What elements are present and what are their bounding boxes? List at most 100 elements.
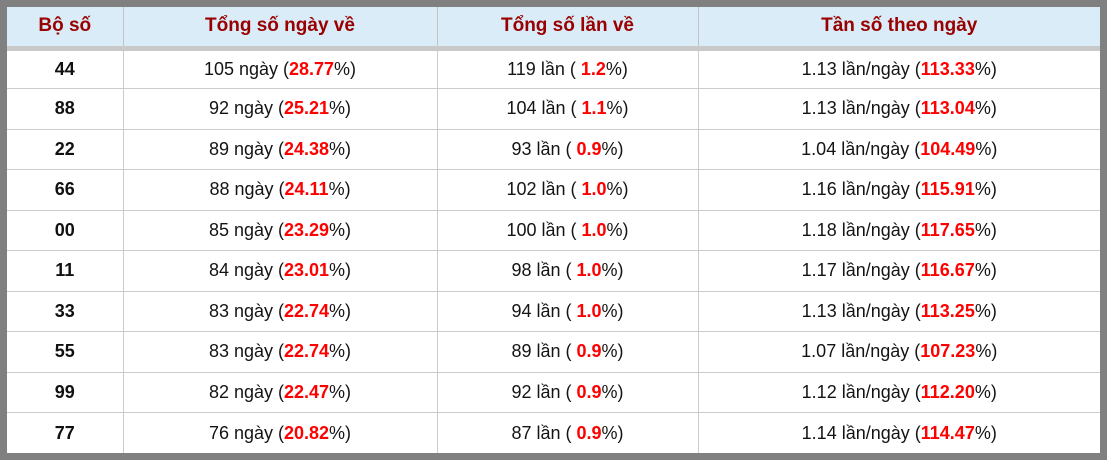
- table-row: 66 88 ngày (24.11%) 102 lần ( 1.0%) 1.16…: [7, 169, 1100, 211]
- percent-close: %): [974, 219, 997, 240]
- frequency-cell: 1.17 lần/ngày (116.67%): [698, 250, 1100, 292]
- pair-cell: 00: [7, 210, 124, 251]
- frequency-percent: 113.04: [920, 98, 975, 119]
- percent-close: %): [329, 219, 352, 240]
- pair-cell: 55: [7, 331, 124, 373]
- frequency-percent: 107.23: [920, 341, 976, 362]
- pair-value: 99: [54, 381, 75, 402]
- table-row: 55 83 ngày (22.74%) 89 lần ( 0.9%) 1.07 …: [7, 331, 1100, 373]
- percent-close: %): [974, 98, 997, 119]
- percent-close: %): [334, 58, 357, 79]
- times-percent: 1.0: [576, 300, 602, 321]
- pair-cell: 77: [7, 412, 124, 453]
- table-row: 88 92 ngày (25.21%) 104 lần ( 1.1%) 1.13…: [7, 88, 1100, 130]
- times-text: 98 lần (: [511, 260, 577, 281]
- days-percent: 22.47: [284, 381, 330, 402]
- percent-close: %): [601, 381, 624, 402]
- percent-close: %): [974, 422, 997, 443]
- times-percent: 1.0: [581, 179, 607, 200]
- days-cell: 105 ngày (28.77%): [123, 48, 438, 89]
- col-header-times: Tổng số lần về: [437, 7, 699, 51]
- pair-value: 55: [54, 341, 75, 362]
- table-row: 99 82 ngày (22.47%) 92 lần ( 0.9%) 1.12 …: [7, 372, 1100, 413]
- table-body: 44 105 ngày (28.77%) 119 lần ( 1.2%) 1.1…: [7, 48, 1100, 453]
- times-cell: 119 lần ( 1.2%): [437, 48, 699, 89]
- times-percent: 1.0: [576, 260, 602, 281]
- times-percent: 1.0: [581, 219, 607, 240]
- days-cell: 83 ngày (22.74%): [123, 331, 438, 373]
- days-text: 84 ngày (: [208, 260, 284, 281]
- times-cell: 87 lần ( 0.9%): [437, 412, 699, 453]
- table-row: 00 85 ngày (23.29%) 100 lần ( 1.0%) 1.18…: [7, 210, 1100, 251]
- frequency-text: 1.13 lần/ngày (: [801, 300, 921, 321]
- days-percent: 24.38: [284, 138, 330, 159]
- percent-close: %): [601, 422, 624, 443]
- times-text: 100 lần (: [506, 219, 582, 240]
- percent-close: %): [601, 341, 624, 362]
- pair-value: 22: [54, 138, 75, 159]
- pair-cell: 66: [7, 169, 124, 211]
- times-cell: 104 lần ( 1.1%): [437, 88, 699, 130]
- days-percent: 28.77: [289, 58, 335, 79]
- pair-value: 77: [54, 422, 75, 443]
- frequency-percent: 113.33: [920, 58, 975, 79]
- days-percent: 23.29: [284, 219, 330, 240]
- frequency-text: 1.04 lần/ngày (: [801, 138, 921, 159]
- frequency-cell: 1.13 lần/ngày (113.25%): [698, 291, 1100, 332]
- times-text: 102 lần (: [506, 179, 582, 200]
- percent-close: %): [328, 179, 351, 200]
- days-percent: 20.82: [284, 422, 330, 443]
- times-percent: 0.9: [576, 381, 602, 402]
- frequency-cell: 1.16 lần/ngày (115.91%): [698, 169, 1100, 211]
- pair-value: 88: [54, 98, 75, 119]
- times-percent: 0.9: [576, 422, 602, 443]
- pair-value: 66: [54, 179, 75, 200]
- times-cell: 89 lần ( 0.9%): [437, 331, 699, 373]
- pair-cell: 99: [7, 372, 124, 413]
- percent-close: %): [329, 300, 352, 321]
- days-cell: 82 ngày (22.47%): [123, 372, 438, 413]
- times-cell: 94 lần ( 1.0%): [437, 291, 699, 332]
- col-header-pair: Bộ số: [7, 7, 124, 51]
- percent-close: %): [975, 138, 998, 159]
- days-cell: 92 ngày (25.21%): [123, 88, 438, 130]
- percent-close: %): [601, 300, 624, 321]
- frequency-text: 1.16 lần/ngày (: [801, 179, 921, 200]
- table-row: 44 105 ngày (28.77%) 119 lần ( 1.2%) 1.1…: [7, 48, 1100, 89]
- frequency-percent: 116.67: [920, 260, 975, 281]
- times-cell: 92 lần ( 0.9%): [437, 372, 699, 413]
- table-row: 33 83 ngày (22.74%) 94 lần ( 1.0%) 1.13 …: [7, 291, 1100, 332]
- frequency-cell: 1.13 lần/ngày (113.04%): [698, 88, 1100, 130]
- times-cell: 93 lần ( 0.9%): [437, 129, 699, 170]
- col-header-frequency: Tần số theo ngày: [698, 7, 1100, 51]
- frequency-text: 1.14 lần/ngày (: [801, 422, 921, 443]
- times-percent: 1.2: [580, 58, 606, 79]
- percent-close: %): [974, 381, 997, 402]
- times-cell: 102 lần ( 1.0%): [437, 169, 699, 211]
- percent-close: %): [974, 58, 997, 79]
- frequency-text: 1.18 lần/ngày (: [801, 219, 921, 240]
- frequency-percent: 114.47: [920, 422, 975, 443]
- times-text: 94 lần (: [511, 300, 577, 321]
- table-row: 77 76 ngày (20.82%) 87 lần ( 0.9%) 1.14 …: [7, 412, 1100, 453]
- frequency-percent: 115.91: [920, 179, 975, 200]
- percent-close: %): [329, 138, 352, 159]
- percent-close: %): [601, 260, 624, 281]
- days-text: 89 ngày (: [208, 138, 284, 159]
- frequency-text: 1.13 lần/ngày (: [801, 98, 921, 119]
- times-percent: 0.9: [576, 138, 602, 159]
- frequency-cell: 1.07 lần/ngày (107.23%): [698, 331, 1100, 373]
- days-percent: 24.11: [284, 179, 329, 200]
- days-text: 105 ngày (: [203, 58, 289, 79]
- pair-cell: 88: [7, 88, 124, 130]
- percent-close: %): [606, 219, 629, 240]
- frequency-cell: 1.13 lần/ngày (113.33%): [698, 48, 1100, 89]
- pair-value: 33: [54, 300, 75, 321]
- frequency-percent: 113.25: [920, 300, 975, 321]
- days-cell: 76 ngày (20.82%): [123, 412, 438, 453]
- days-text: 88 ngày (: [209, 179, 285, 200]
- days-percent: 25.21: [284, 98, 330, 119]
- pair-value: 00: [54, 219, 75, 240]
- frequency-text: 1.13 lần/ngày (: [801, 58, 921, 79]
